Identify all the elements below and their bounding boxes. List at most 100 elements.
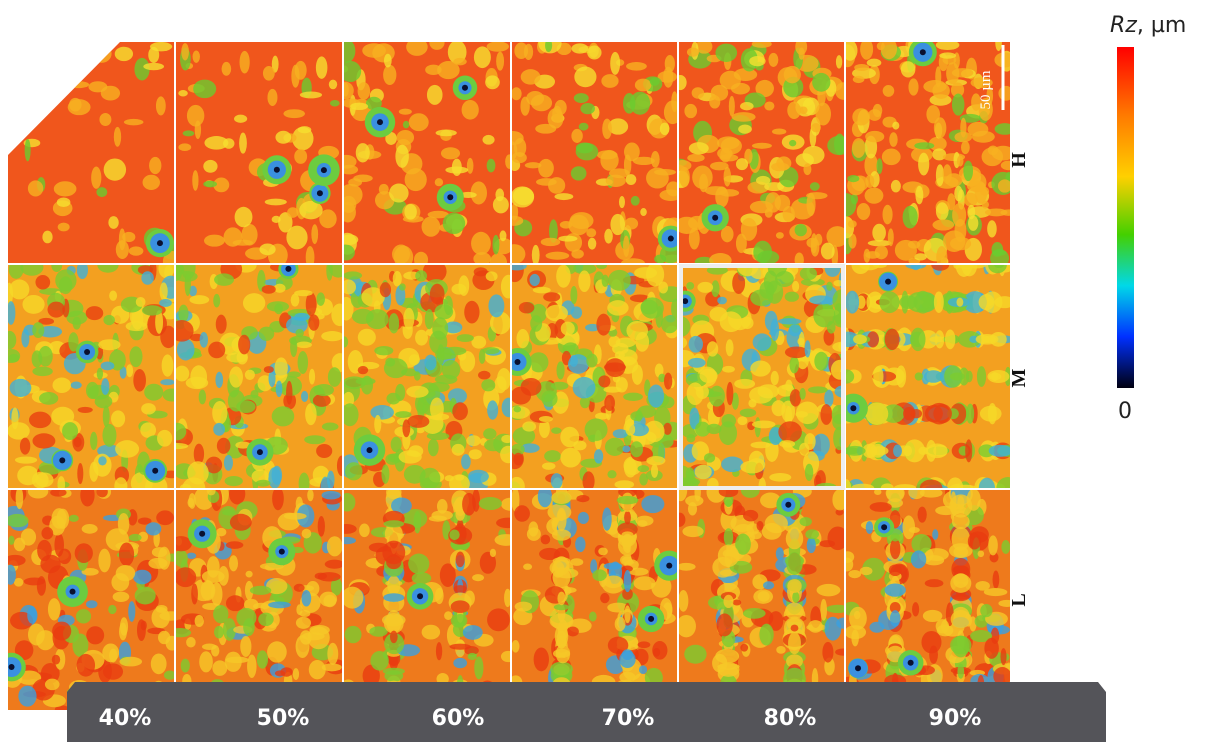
texture-spot <box>45 679 60 691</box>
texture-spot <box>467 158 474 174</box>
texture-spot <box>321 331 343 341</box>
texture-spot <box>384 54 392 68</box>
texture-spot <box>952 635 969 657</box>
texture-spot <box>541 238 561 246</box>
texture-spot <box>753 241 772 264</box>
texture-spot <box>415 270 427 281</box>
texture-spot <box>687 382 704 405</box>
texture-spot <box>341 280 356 295</box>
texture-spot <box>408 554 429 574</box>
defect <box>59 457 65 463</box>
defect <box>285 266 291 272</box>
texture-spot <box>952 203 966 227</box>
texture-spot <box>350 103 368 110</box>
texture-spot <box>187 105 204 127</box>
texture-spot <box>157 430 172 447</box>
texture-spot <box>308 314 319 330</box>
texture-spot <box>246 571 253 578</box>
texture-spot <box>395 145 409 168</box>
texture-spot <box>265 199 287 206</box>
texture-spot <box>832 414 847 430</box>
texture-spot <box>764 270 778 294</box>
texture-spot <box>28 624 45 646</box>
texture-spot <box>866 521 873 534</box>
texture-spot <box>792 281 799 292</box>
texture-spot <box>103 663 123 679</box>
texture-spot <box>99 113 111 126</box>
texture-spot <box>494 376 506 393</box>
texture-spot <box>651 464 658 478</box>
texture-spot <box>406 38 428 56</box>
texture-spot <box>598 547 608 555</box>
texture-spot <box>982 201 989 209</box>
texture-spot <box>814 352 828 371</box>
defect <box>70 589 76 595</box>
texture-spot <box>885 329 900 350</box>
texture-spot <box>409 113 429 131</box>
texture-spot <box>811 123 821 132</box>
texture-spot <box>341 403 358 426</box>
texture-spot <box>267 641 287 662</box>
texture-spot <box>143 175 160 190</box>
texture-spot <box>952 94 965 116</box>
texture-spot <box>912 602 919 616</box>
column-label: 50% <box>257 706 310 731</box>
texture-spot <box>731 83 750 95</box>
texture-spot <box>449 530 459 541</box>
texture-spot <box>812 73 830 92</box>
texture-spot <box>557 510 565 521</box>
texture-spot <box>901 61 916 77</box>
texture-spot <box>652 641 667 660</box>
texture-spot <box>514 42 528 59</box>
texture-spot <box>38 346 52 367</box>
column-label: 70% <box>602 706 655 731</box>
texture-spot <box>957 155 963 166</box>
texture-spot <box>295 329 303 337</box>
texture-spot <box>623 235 629 256</box>
texture-spot <box>48 598 61 620</box>
texture-spot <box>226 541 244 549</box>
texture-spot <box>181 659 190 673</box>
texture-spot <box>243 293 265 313</box>
texture-spot <box>695 465 712 480</box>
texture-spot <box>687 154 704 162</box>
texture-spot <box>784 66 801 83</box>
texture-spot <box>386 617 404 625</box>
texture-spot <box>820 404 832 425</box>
texture-spot <box>69 515 79 522</box>
texture-spot <box>576 495 589 502</box>
texture-spot <box>267 89 277 106</box>
texture-spot <box>724 167 731 187</box>
defect <box>152 468 158 474</box>
texture-spot <box>578 512 589 524</box>
texture-spot <box>309 660 326 679</box>
column-label: 40% <box>99 706 152 731</box>
texture-spot <box>247 654 257 678</box>
texture-spot <box>468 653 477 660</box>
texture-spot <box>76 609 91 623</box>
texture-spot <box>717 297 727 305</box>
texture-spot <box>545 305 568 322</box>
micrograph <box>670 38 851 267</box>
texture-spot <box>765 514 788 534</box>
texture-spot <box>879 291 899 313</box>
texture-spot <box>614 480 634 489</box>
texture-spot <box>546 252 570 260</box>
texture-spot <box>700 369 718 383</box>
texture-spot <box>867 59 882 67</box>
texture-spot <box>116 565 136 581</box>
texture-spot <box>479 497 502 510</box>
texture-spot <box>622 445 630 452</box>
texture-spot <box>624 458 637 477</box>
texture-spot <box>462 100 479 120</box>
texture-spot <box>327 536 343 556</box>
texture-spot <box>383 520 404 527</box>
texture-spot <box>472 574 484 581</box>
texture-spot <box>57 476 65 492</box>
texture-spot <box>717 663 739 669</box>
texture-spot <box>133 369 146 392</box>
texture-spot <box>501 435 513 443</box>
texture-spot <box>870 622 885 633</box>
texture-spot <box>384 670 403 681</box>
texture-spot <box>194 444 204 465</box>
